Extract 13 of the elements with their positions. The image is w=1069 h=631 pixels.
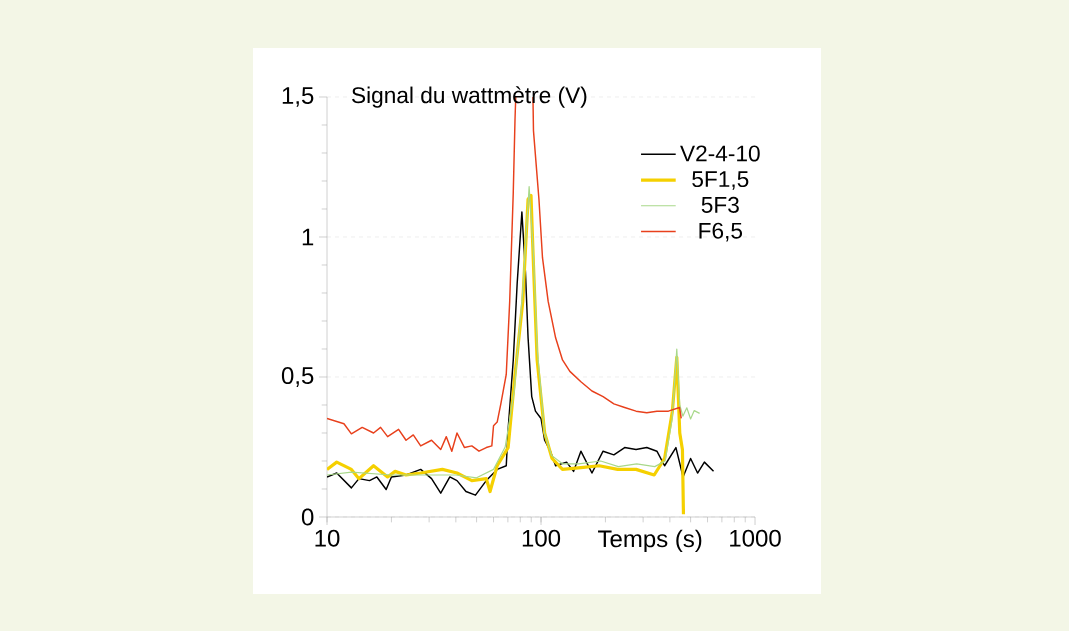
y-tick-label: 1,5 [282, 87, 314, 107]
legend-label: 5F1,5 [692, 171, 749, 190]
y-tick-label: 1 [302, 228, 314, 246]
x-tick-label: 1000 [730, 529, 781, 547]
x-axis-title: Temps (s) [598, 529, 702, 553]
y-axis-title: Signal du wattmètre (V) [352, 86, 587, 108]
y-tick-label: 0,5 [281, 367, 314, 387]
x-tick-label: 100 [522, 529, 561, 547]
legend-label: V2-4-10 [680, 145, 760, 162]
y-tick-label: 0 [301, 508, 314, 526]
legend-label: F6,5 [699, 222, 743, 242]
legend-label: 5F3 [701, 196, 739, 213]
x-tick-label: 10 [315, 529, 340, 547]
